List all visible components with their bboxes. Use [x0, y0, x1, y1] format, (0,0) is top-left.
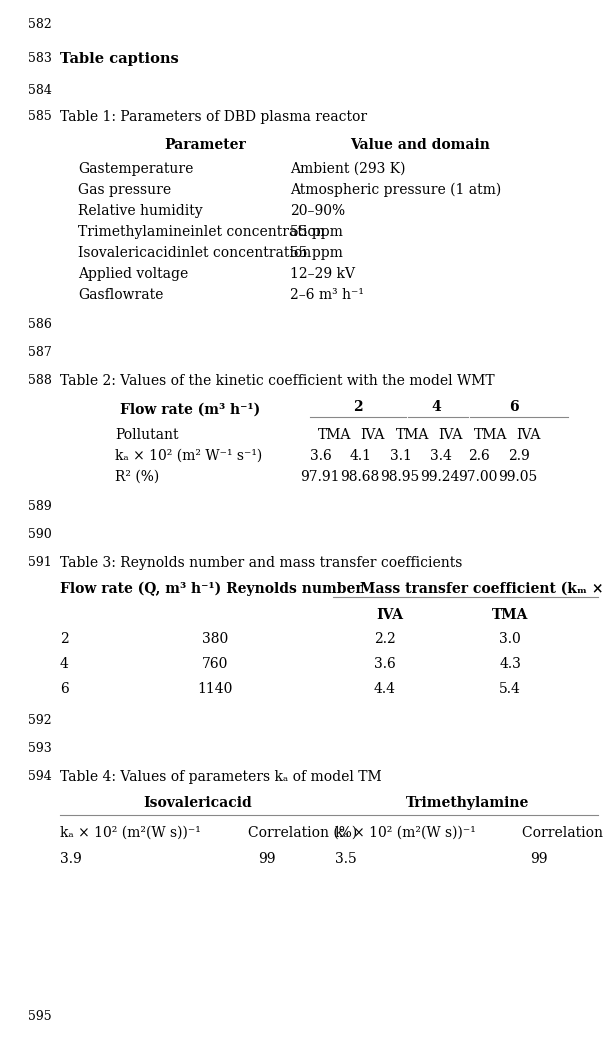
- Text: Mass transfer coefficient (kₘ × 10: Mass transfer coefficient (kₘ × 10: [360, 582, 606, 596]
- Text: Table 2: Values of the kinetic coefficient with the model WMT: Table 2: Values of the kinetic coefficie…: [60, 374, 494, 388]
- Text: Isovalericacid: Isovalericacid: [144, 796, 252, 810]
- Text: 97.91: 97.91: [300, 470, 339, 484]
- Text: 4: 4: [431, 400, 441, 414]
- Text: kₐ × 10² (m²(W s))⁻¹: kₐ × 10² (m²(W s))⁻¹: [335, 826, 476, 840]
- Text: 98.68: 98.68: [340, 470, 379, 484]
- Text: 2.6: 2.6: [468, 449, 490, 463]
- Text: 593: 593: [28, 742, 52, 755]
- Text: 5.4: 5.4: [499, 682, 521, 696]
- Text: kₐ × 10² (m²(W s))⁻¹: kₐ × 10² (m²(W s))⁻¹: [60, 826, 201, 840]
- Text: Isovalericacidinlet concentration: Isovalericacidinlet concentration: [78, 246, 311, 260]
- Text: Trimethylamineinlet concentration: Trimethylamineinlet concentration: [78, 225, 325, 238]
- Text: Correlation (%): Correlation (%): [248, 826, 358, 840]
- Text: 99: 99: [258, 852, 276, 866]
- Text: Table captions: Table captions: [60, 52, 179, 66]
- Text: 3.1: 3.1: [390, 449, 412, 463]
- Text: 4.4: 4.4: [374, 682, 396, 696]
- Text: 594: 594: [28, 770, 52, 783]
- Text: Applied voltage: Applied voltage: [78, 267, 188, 281]
- Text: 4.3: 4.3: [499, 657, 521, 670]
- Text: 2: 2: [60, 632, 68, 646]
- Text: Relative humidity: Relative humidity: [78, 204, 202, 218]
- Text: 3.6: 3.6: [374, 657, 396, 670]
- Text: Table 1: Parameters of DBD plasma reactor: Table 1: Parameters of DBD plasma reacto…: [60, 110, 367, 124]
- Text: 588: 588: [28, 374, 52, 387]
- Text: 3.5: 3.5: [335, 852, 357, 866]
- Text: Ambient (293 K): Ambient (293 K): [290, 162, 405, 176]
- Text: Value and domain: Value and domain: [350, 138, 490, 152]
- Text: 590: 590: [28, 528, 52, 541]
- Text: 3.9: 3.9: [60, 852, 82, 866]
- Text: 55 ppm: 55 ppm: [290, 225, 343, 238]
- Text: IVA: IVA: [438, 428, 462, 442]
- Text: 586: 586: [28, 318, 52, 331]
- Text: 98.95: 98.95: [380, 470, 419, 484]
- Text: Gastemperature: Gastemperature: [78, 162, 193, 176]
- Text: 6: 6: [60, 682, 68, 696]
- Text: Parameter: Parameter: [164, 138, 246, 152]
- Text: 20–90%: 20–90%: [290, 204, 345, 218]
- Text: Atmospheric pressure (1 atm): Atmospheric pressure (1 atm): [290, 183, 501, 198]
- Text: TMA: TMA: [318, 428, 351, 442]
- Text: 4: 4: [60, 657, 69, 670]
- Text: Table 4: Values of parameters kₐ of model TM: Table 4: Values of parameters kₐ of mode…: [60, 770, 382, 784]
- Text: Pollutant: Pollutant: [115, 428, 179, 442]
- Text: Flow rate (Q, m³ h⁻¹) Reynolds number: Flow rate (Q, m³ h⁻¹) Reynolds number: [60, 582, 362, 596]
- Text: 587: 587: [28, 346, 52, 359]
- Text: Gasflowrate: Gasflowrate: [78, 288, 164, 302]
- Text: 3.4: 3.4: [430, 449, 452, 463]
- Text: TMA: TMA: [474, 428, 507, 442]
- Text: 2.9: 2.9: [508, 449, 530, 463]
- Text: 595: 595: [28, 1010, 52, 1023]
- Text: IVA: IVA: [360, 428, 384, 442]
- Text: TMA: TMA: [492, 608, 528, 622]
- Text: 760: 760: [202, 657, 228, 670]
- Text: Flow rate (m³ h⁻¹): Flow rate (m³ h⁻¹): [120, 403, 260, 417]
- Text: 380: 380: [202, 632, 228, 646]
- Text: 99: 99: [530, 852, 547, 866]
- Text: IVA: IVA: [516, 428, 541, 442]
- Text: 6: 6: [509, 400, 519, 414]
- Text: 2: 2: [353, 400, 363, 414]
- Text: 592: 592: [28, 714, 52, 727]
- Text: Trimethylamine: Trimethylamine: [406, 796, 530, 810]
- Text: 582: 582: [28, 18, 52, 31]
- Text: 99.05: 99.05: [498, 470, 538, 484]
- Text: 3.0: 3.0: [499, 632, 521, 646]
- Text: Correlation (%): Correlation (%): [522, 826, 606, 840]
- Text: 589: 589: [28, 500, 52, 513]
- Text: kₐ × 10² (m² W⁻¹ s⁻¹): kₐ × 10² (m² W⁻¹ s⁻¹): [115, 449, 262, 463]
- Text: 3.6: 3.6: [310, 449, 331, 463]
- Text: 585: 585: [28, 110, 52, 123]
- Text: Table 3: Reynolds number and mass transfer coefficients: Table 3: Reynolds number and mass transf…: [60, 556, 462, 570]
- Text: 12–29 kV: 12–29 kV: [290, 267, 355, 281]
- Text: 4.1: 4.1: [350, 449, 372, 463]
- Text: 2–6 m³ h⁻¹: 2–6 m³ h⁻¹: [290, 288, 364, 302]
- Text: 583: 583: [28, 52, 52, 65]
- Text: R² (%): R² (%): [115, 470, 159, 484]
- Text: IVA: IVA: [376, 608, 404, 622]
- Text: 97.00: 97.00: [458, 470, 498, 484]
- Text: 55 ppm: 55 ppm: [290, 246, 343, 260]
- Text: 2.2: 2.2: [374, 632, 396, 646]
- Text: 1140: 1140: [198, 682, 233, 696]
- Text: 591: 591: [28, 556, 52, 569]
- Text: Gas pressure: Gas pressure: [78, 183, 171, 197]
- Text: 99.24: 99.24: [420, 470, 459, 484]
- Text: TMA: TMA: [396, 428, 430, 442]
- Text: 584: 584: [28, 84, 52, 97]
